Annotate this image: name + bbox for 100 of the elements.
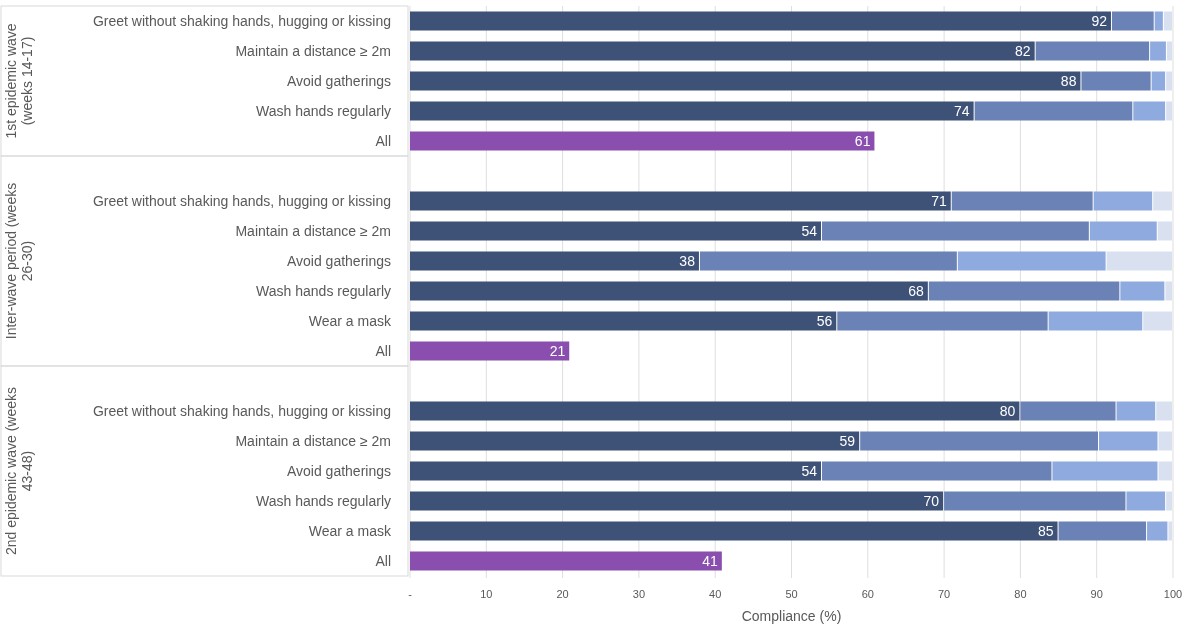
bar bbox=[1166, 491, 1172, 511]
bar bbox=[410, 431, 860, 451]
data-label: 54 bbox=[801, 223, 818, 239]
bar bbox=[410, 491, 944, 511]
x-tick-label: 100 bbox=[1163, 588, 1183, 600]
y-tick-label: Wash hands regularly bbox=[256, 493, 391, 509]
bar bbox=[1106, 251, 1172, 271]
data-label: 38 bbox=[679, 253, 696, 269]
data-label: 54 bbox=[801, 463, 818, 479]
bar bbox=[957, 251, 1106, 271]
bar bbox=[699, 251, 957, 271]
bar bbox=[410, 101, 974, 121]
bar bbox=[1126, 491, 1166, 511]
bar bbox=[1166, 41, 1172, 61]
bar bbox=[1143, 311, 1172, 331]
bar bbox=[860, 431, 1098, 451]
data-label: 71 bbox=[931, 193, 947, 209]
x-tick-label: 40 bbox=[709, 588, 722, 600]
data-label: 61 bbox=[854, 133, 871, 149]
bar bbox=[410, 71, 1081, 91]
bar bbox=[1093, 191, 1153, 211]
bar bbox=[1157, 221, 1172, 241]
bar bbox=[1089, 221, 1157, 241]
bar bbox=[1081, 71, 1151, 91]
y-tick-label: Avoid gatherings bbox=[286, 253, 391, 269]
bar bbox=[1098, 431, 1158, 451]
data-label: 21 bbox=[549, 343, 566, 359]
bar bbox=[951, 191, 1093, 211]
data-label: 59 bbox=[839, 433, 856, 449]
bar bbox=[410, 11, 1111, 31]
y-tick-label: All bbox=[375, 343, 391, 359]
y-tick-label: Greet without shaking hands, hugging or kissing bbox=[92, 403, 391, 419]
bar bbox=[1120, 281, 1165, 301]
data-label: 74 bbox=[954, 103, 970, 119]
bar bbox=[1158, 431, 1172, 451]
bar bbox=[837, 311, 1048, 331]
data-label: 92 bbox=[1091, 13, 1108, 29]
bar bbox=[1151, 71, 1166, 91]
x-tick-label: 10 bbox=[480, 588, 493, 600]
bar bbox=[1147, 521, 1168, 541]
bar bbox=[1133, 101, 1166, 121]
x-tick-label: 70 bbox=[937, 588, 951, 600]
bar bbox=[1020, 401, 1116, 421]
bar bbox=[410, 551, 722, 571]
x-axis-title: Compliance (%) bbox=[741, 608, 842, 624]
y-tick-label: Avoid gatherings bbox=[286, 463, 391, 479]
bar bbox=[1166, 71, 1172, 91]
y-tick-label: Wear a mask bbox=[308, 313, 392, 329]
bar bbox=[822, 221, 1089, 241]
data-label: 41 bbox=[702, 553, 719, 569]
y-tick-label: All bbox=[375, 133, 391, 149]
data-label: 85 bbox=[1037, 523, 1054, 539]
y-tick-label: Greet without shaking hands, hugging or kissing bbox=[92, 193, 391, 209]
bar bbox=[1153, 191, 1172, 211]
bar bbox=[974, 101, 1133, 121]
y-tick-label: Wash hands regularly bbox=[256, 103, 391, 119]
data-label: 80 bbox=[999, 403, 1016, 419]
bar bbox=[944, 491, 1126, 511]
bar bbox=[1052, 461, 1158, 481]
x-tick-label: 20 bbox=[556, 588, 569, 600]
bar bbox=[410, 461, 822, 481]
data-label: 70 bbox=[923, 493, 940, 509]
bar bbox=[1158, 461, 1172, 481]
x-tick-label: 30 bbox=[632, 588, 646, 600]
bar bbox=[410, 341, 570, 361]
y-tick-label: All bbox=[375, 553, 391, 569]
y-tick-label: Maintain a distance ≥ 2m bbox=[235, 433, 391, 449]
bar bbox=[410, 281, 928, 301]
y-tick-label: Wash hands regularly bbox=[256, 283, 391, 299]
bar bbox=[1035, 41, 1150, 61]
bar bbox=[928, 281, 1120, 301]
bar bbox=[410, 251, 699, 271]
bar bbox=[822, 461, 1052, 481]
bar bbox=[410, 41, 1035, 61]
bar bbox=[1166, 101, 1172, 121]
bar bbox=[1154, 11, 1163, 31]
bar bbox=[410, 191, 951, 211]
text: Inter-wave period (weeks 26-30) bbox=[3, 182, 35, 340]
bar bbox=[1150, 41, 1166, 61]
bar bbox=[410, 311, 837, 331]
y-tick-label: Avoid gatherings bbox=[286, 73, 391, 89]
bar bbox=[1111, 11, 1154, 31]
data-label: 68 bbox=[908, 283, 925, 299]
bar bbox=[410, 521, 1058, 541]
x-tick-label: 80 bbox=[1014, 588, 1027, 600]
data-label: 56 bbox=[816, 313, 833, 329]
bar bbox=[1168, 521, 1172, 541]
y-tick-label: Wear a mask bbox=[308, 523, 392, 539]
bar bbox=[1116, 401, 1156, 421]
bar bbox=[410, 221, 822, 241]
y-tick-label: Maintain a distance ≥ 2m bbox=[235, 43, 391, 59]
bar bbox=[410, 131, 875, 151]
text: 1st epidemic wave (weeks 14-17) bbox=[3, 23, 35, 139]
y-tick-label: Maintain a distance ≥ 2m bbox=[235, 223, 391, 239]
x-tick-label: 90 bbox=[1090, 588, 1103, 600]
bar bbox=[1058, 521, 1147, 541]
x-tick-label: - bbox=[408, 588, 413, 600]
x-tick-label: 50 bbox=[785, 588, 798, 600]
bar bbox=[410, 401, 1020, 421]
data-label: 82 bbox=[1015, 43, 1031, 59]
